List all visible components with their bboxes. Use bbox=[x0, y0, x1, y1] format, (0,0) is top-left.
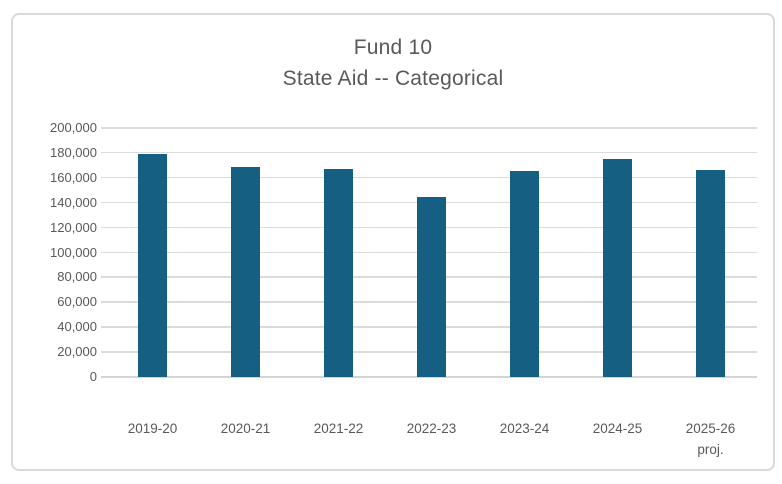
chart-frame: Fund 10 State Aid -- Categorical 200,000… bbox=[11, 13, 775, 471]
bar-2020-21 bbox=[231, 166, 260, 377]
x-tick-label: 2024-25 bbox=[573, 420, 663, 437]
y-tick-label: 160,000 bbox=[50, 169, 97, 185]
y-tick-label: 60,000 bbox=[57, 294, 97, 310]
x-tick-label-text: 2025-26 bbox=[685, 421, 736, 436]
gridline bbox=[101, 151, 757, 154]
x-tick-label: 2020-21 bbox=[201, 420, 291, 437]
chart-title: Fund 10 State Aid -- Categorical bbox=[13, 32, 773, 94]
y-tick-label: 140,000 bbox=[50, 194, 97, 210]
x-tick-label: 2021-22 bbox=[294, 420, 384, 437]
gridline bbox=[101, 176, 757, 179]
y-tick-label: 0 bbox=[89, 369, 97, 384]
x-tick-label-text: 2019-20 bbox=[127, 421, 178, 436]
bar-2019-20 bbox=[137, 154, 167, 377]
x-tick-label: 2019-20 bbox=[107, 420, 197, 437]
x-axis: 2019-20 2020-21 2021-22 2022-23 2023-24 2024-… bbox=[106, 420, 757, 464]
y-axis: 200,000 180,000 160,000 140,000 120,000 100,0… bbox=[13, 120, 97, 384]
y-tick-label: 100,000 bbox=[50, 244, 97, 260]
bar-2021-22 bbox=[324, 169, 353, 377]
x-tick-label-sub: proj. bbox=[697, 442, 724, 457]
x-tick-label-text: 2024-25 bbox=[592, 421, 643, 436]
bar-2023-24 bbox=[510, 170, 539, 377]
chart-title-line-2: State Aid -- Categorical bbox=[282, 67, 504, 90]
x-tick-label-text: 2020-21 bbox=[220, 421, 271, 436]
x-axis-line bbox=[101, 376, 757, 378]
y-tick-label: 120,000 bbox=[50, 219, 97, 235]
y-tick-label: 200,000 bbox=[50, 120, 97, 135]
x-tick-label: 2025-26 proj. bbox=[666, 420, 756, 458]
x-tick-label-text: 2022-23 bbox=[406, 421, 457, 436]
plot-area bbox=[101, 127, 757, 378]
y-tick-label: 20,000 bbox=[57, 344, 97, 360]
y-tick-label: 80,000 bbox=[57, 269, 97, 285]
y-tick-label: 40,000 bbox=[57, 319, 97, 335]
y-tick-label: 180,000 bbox=[50, 144, 97, 160]
x-tick-label: 2023-24 bbox=[480, 420, 570, 437]
bar-2024-25 bbox=[603, 158, 632, 377]
x-tick-label: 2022-23 bbox=[387, 420, 477, 437]
x-tick-label-text: 2023-24 bbox=[499, 421, 550, 436]
bar-2025-26 bbox=[696, 169, 725, 377]
bar-2022-23 bbox=[417, 197, 446, 377]
gridline bbox=[101, 127, 757, 129]
x-tick-label-text: 2021-22 bbox=[313, 421, 364, 436]
chart-title-line-1: Fund 10 bbox=[353, 36, 433, 59]
